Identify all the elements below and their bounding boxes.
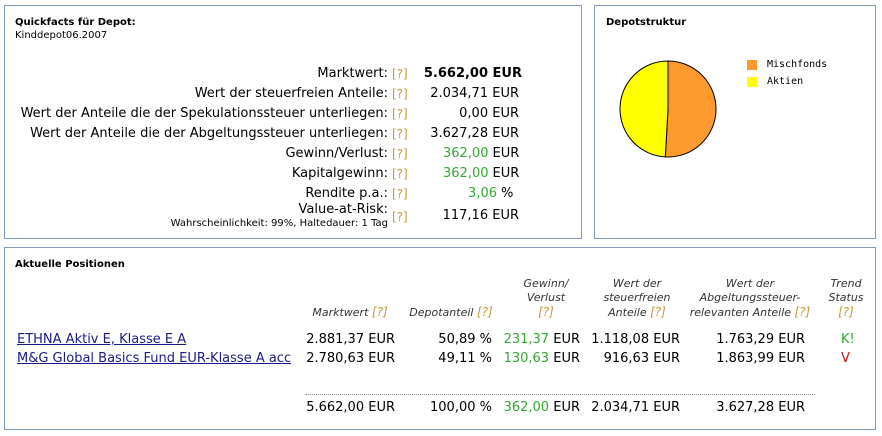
quickfacts-row: Gewinn/Verlust: [?] 362,00 EUR	[5, 144, 583, 164]
gewinn-unit: EUR	[553, 332, 580, 347]
var-row: Value-at-Risk: Wahrscheinlichkeit: 99%, …	[5, 202, 583, 232]
depotstruktur-panel: Depotstruktur Mischfonds Aktien	[594, 5, 876, 239]
help-link[interactable]: [?]	[794, 305, 811, 319]
legend-label: Mischfonds	[767, 59, 828, 70]
quickfacts-value: 2.034,71 EUR	[430, 86, 519, 101]
gewinn-value: 231,37	[503, 332, 550, 347]
quickfacts-value: 3,06%	[451, 184, 527, 204]
help-link[interactable]: [?]	[392, 67, 408, 81]
quickfacts-value-number: 362,00	[443, 146, 489, 161]
help-link[interactable]: [?]	[392, 107, 408, 121]
quickfacts-panel: Quickfacts für Depot: Kinddepot06.2007 M…	[4, 5, 582, 239]
quickfacts-label: Wert der Anteile die der Abgeltungssteue…	[30, 126, 388, 141]
quickfacts-value: 3.627,28 EUR	[430, 126, 519, 141]
legend-swatch	[747, 77, 757, 87]
total-anteil: 100,00 %	[430, 400, 492, 415]
help-link[interactable]: [?]	[392, 87, 408, 101]
gewinn-value: 130,63	[503, 351, 550, 366]
quickfacts-row: Wert der Anteile die der Spekulationsste…	[5, 104, 583, 124]
help-link[interactable]: [?]	[838, 305, 854, 319]
pie-slice-aktien	[619, 60, 669, 158]
totals-divider	[305, 394, 815, 395]
total-marktwert: 5.662,00 EUR	[306, 400, 395, 415]
header-depotanteil: Depotanteil [?]	[409, 305, 493, 319]
positions-panel: Aktuelle Positionen Marktwert [?] Depota…	[4, 247, 876, 430]
help-link[interactable]: [?]	[538, 305, 554, 319]
quickfacts-row: Kapitalgewinn: [?] 362,00 EUR	[5, 164, 583, 184]
help-link[interactable]: [?]	[392, 167, 408, 181]
quickfacts-label: Wert der steuerfreien Anteile:	[194, 86, 388, 101]
cell-marktwert: 2.881,37 EUR	[306, 332, 395, 347]
header-gewinn: Gewinn/ Verlust [?]	[501, 277, 591, 319]
cell-steuerfrei: 1.118,08 EUR	[591, 332, 680, 347]
quickfacts-value: 362,00 EUR	[443, 164, 519, 184]
depot-name: Kinddepot06.2007	[15, 30, 108, 41]
cell-gewinn: 231,37 EUR	[504, 330, 580, 350]
cell-anteil: 50,89 %	[438, 332, 492, 347]
totals-row: 5.662,00 EUR 100,00 % 362,00 EUR 2.034,7…	[5, 398, 877, 418]
cell-gewinn: 130,63 EUR	[504, 349, 580, 369]
quickfacts-value-unit: EUR	[492, 146, 520, 161]
var-label: Value-at-Risk:	[298, 202, 388, 217]
quickfacts-value: 0,00 EUR	[459, 106, 519, 121]
cell-marktwert: 2.780,63 EUR	[306, 351, 395, 366]
var-value: 117,16 EUR	[442, 208, 519, 223]
table-row: ETHNA Aktiv E, Klasse E A 2.881,37 EUR 50,…	[5, 330, 877, 350]
cell-steuerfrei: 916,63 EUR	[603, 351, 680, 366]
legend-label: Aktien	[767, 76, 804, 87]
header-steuerfrei: Wert der steuerfreien Anteile [?]	[603, 277, 671, 319]
quickfacts-value-unit: EUR	[492, 166, 520, 181]
pie-chart	[619, 60, 717, 158]
header-marktwert: Marktwert [?]	[312, 305, 388, 319]
trend-status: V	[841, 351, 850, 366]
quickfacts-label: Kapitalgewinn:	[291, 166, 388, 181]
cell-abgeltung: 1.863,99 EUR	[716, 351, 805, 366]
help-link[interactable]: [?]	[650, 305, 666, 319]
quickfacts-row: Marktwert: [?] 5.662,00 EUR	[5, 64, 583, 84]
quickfacts-row: Wert der Anteile die der Abgeltungssteue…	[5, 124, 583, 144]
header-abgeltung: Wert der Abgeltungssteuer- relevanten An…	[689, 277, 811, 319]
var-sublabel: Wahrscheinlichkeit: 99%, Haltedauer: 1 T…	[170, 218, 388, 229]
quickfacts-label: Rendite p.a.:	[305, 186, 388, 201]
quickfacts-value-number: 3,06	[468, 186, 497, 201]
help-link[interactable]: [?]	[392, 187, 408, 201]
quickfacts-value: 5.662,00 EUR	[423, 66, 522, 81]
quickfacts-row: Rendite p.a.: [?] 3,06%	[5, 184, 583, 204]
quickfacts-row: Wert der steuerfreien Anteile: [?] 2.034,7…	[5, 84, 583, 104]
fund-link[interactable]: ETHNA Aktiv E, Klasse E A	[17, 332, 187, 347]
table-row: M&G Global Basics Fund EUR-Klasse A acc 2…	[5, 349, 877, 369]
total-gewinn: 362,00 EUR	[503, 400, 580, 415]
help-link[interactable]: [?]	[476, 305, 493, 319]
trend-status: K!	[841, 332, 855, 347]
depotstruktur-title: Depotstruktur	[606, 17, 687, 28]
quickfacts-value-number: 362,00	[443, 166, 489, 181]
quickfacts-label: Wert der Anteile die der Spekulationsste…	[20, 106, 388, 121]
gewinn-unit: EUR	[553, 351, 580, 366]
quickfacts-label: Gewinn/Verlust:	[285, 146, 388, 161]
positions-title: Aktuelle Positionen	[15, 259, 125, 270]
total-steuerfrei: 2.034,71 EUR	[591, 400, 680, 415]
cell-anteil: 49,11 %	[438, 351, 492, 366]
quickfacts-value: 362,00 EUR	[443, 144, 519, 164]
fund-link[interactable]: M&G Global Basics Fund EUR-Klasse A acc	[17, 351, 292, 366]
help-link[interactable]: [?]	[392, 147, 408, 161]
help-link[interactable]: [?]	[392, 127, 408, 141]
help-link[interactable]: [?]	[371, 305, 388, 319]
legend-swatch	[747, 60, 757, 70]
quickfacts-title: Quickfacts für Depot:	[15, 17, 136, 28]
quickfacts-label: Marktwert:	[317, 66, 388, 81]
quickfacts-value-unit: %	[501, 186, 514, 201]
var-help-link[interactable]: [?]	[392, 210, 408, 224]
header-trend: Trend Status [?]	[821, 277, 871, 319]
cell-abgeltung: 1.763,29 EUR	[716, 332, 805, 347]
total-abgeltung: 3.627,28 EUR	[716, 400, 805, 415]
pie-slice-mischfonds	[664, 60, 717, 158]
